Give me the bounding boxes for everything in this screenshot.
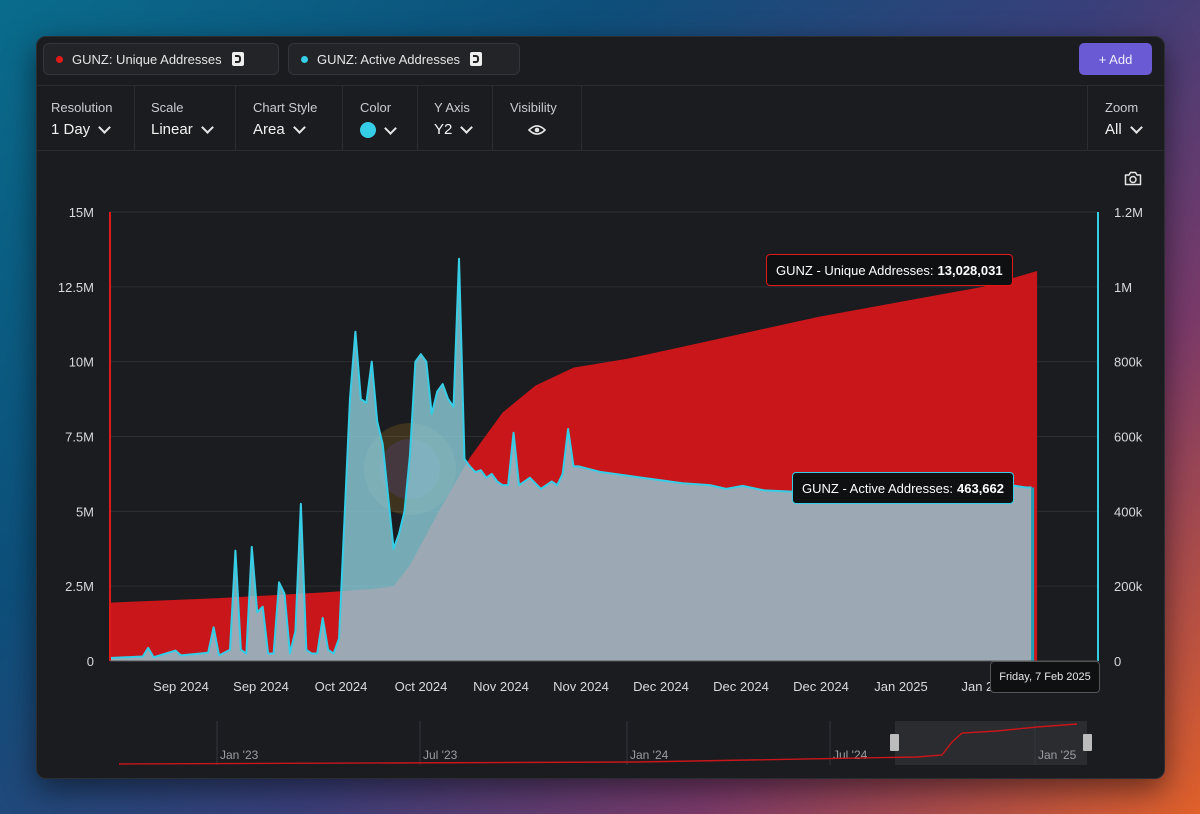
- resolution-value: 1 Day: [51, 121, 91, 138]
- chart-controls: Resolution 1 Day Scale Linear Chart Styl…: [37, 86, 1164, 151]
- navigator-label: Jan '24: [630, 748, 669, 762]
- y-left-tick-label: 5M: [76, 504, 94, 519]
- unique-addresses-tooltip: GUNZ - Unique Addresses: 13,028,031: [766, 254, 1013, 286]
- chevron-down-icon: [1129, 121, 1143, 134]
- navigator-label: Jul '23: [423, 748, 458, 762]
- camera-icon[interactable]: [1124, 171, 1142, 186]
- tooltip-label: GUNZ - Unique Addresses:: [776, 262, 934, 278]
- y-axis-value: Y2: [434, 121, 453, 138]
- y-left-tick-label: 15M: [69, 205, 94, 220]
- y-right-tick-label: 800k: [1114, 355, 1143, 370]
- document-icon: [470, 52, 483, 66]
- color-swatch: [360, 122, 376, 138]
- series-color-dot: [56, 55, 63, 63]
- x-tick-label: Jan 2025: [874, 679, 928, 694]
- series-chip-label: GUNZ: Active Addresses: [317, 51, 461, 67]
- chart-panel: GUNZ: Unique Addresses GUNZ: Active Addr…: [36, 36, 1165, 779]
- zoom-value: All: [1105, 121, 1122, 138]
- x-tick-label: Dec 2024: [793, 679, 849, 694]
- watermark: routescan.io: [364, 423, 813, 515]
- scale-label: Scale: [151, 100, 184, 115]
- y-left-tick-label: 12.5M: [58, 280, 94, 295]
- eye-icon: [528, 125, 546, 135]
- y-left-tick-label: 0: [87, 654, 94, 669]
- navigator-series-line: [118, 723, 1078, 765]
- tooltip-label: GUNZ - Active Addresses:: [802, 480, 953, 496]
- y-left-tick-label: 7.5M: [65, 430, 94, 445]
- active-addresses-tooltip: GUNZ - Active Addresses: 463,662: [792, 472, 1014, 504]
- x-tick-label: Nov 2024: [553, 679, 609, 694]
- chart-style-label: Chart Style: [253, 100, 318, 115]
- series-chip-active[interactable]: GUNZ: Active Addresses: [288, 43, 520, 75]
- series-color-dot: [301, 55, 308, 63]
- navigator-label: Jan '23: [220, 748, 259, 762]
- resolution-select[interactable]: Resolution 1 Day: [37, 86, 135, 150]
- y-right-tick-label: 1M: [1114, 280, 1132, 295]
- navigator-handle-left: [890, 734, 899, 751]
- x-tick-label: Nov 2024: [473, 679, 529, 694]
- chevron-down-icon: [98, 121, 112, 134]
- document-icon: [231, 52, 244, 66]
- y-left-tick-label: 10M: [69, 355, 94, 370]
- add-series-button[interactable]: + Add: [1079, 43, 1152, 75]
- crosshair-date-label: Friday, 7 Feb 2025: [990, 661, 1100, 693]
- series-bar: GUNZ: Unique Addresses GUNZ: Active Addr…: [37, 37, 1164, 86]
- x-tick-label: Sep 2024: [233, 679, 289, 694]
- y-right-tick-label: 600k: [1114, 430, 1143, 445]
- chart-style-value: Area: [253, 121, 285, 138]
- tooltip-value: 463,662: [957, 480, 1004, 496]
- resolution-label: Resolution: [51, 100, 113, 115]
- chart-style-select[interactable]: Chart Style Area: [236, 86, 343, 150]
- navigator-handle-right: [1083, 734, 1092, 751]
- navigator-label: Jul '24: [833, 748, 868, 762]
- x-tick-label: Oct 2024: [395, 679, 448, 694]
- chevron-down-icon: [292, 121, 306, 134]
- active-addresses-area: [110, 258, 1032, 661]
- color-select[interactable]: Color: [343, 86, 418, 150]
- x-tick-label: Dec 2024: [713, 679, 769, 694]
- scale-select[interactable]: Scale Linear: [135, 86, 236, 150]
- y-right-tick-label: 0: [1114, 654, 1121, 669]
- y-axis-select[interactable]: Y Axis Y2: [418, 86, 493, 150]
- visibility-toggle[interactable]: Visibility: [493, 86, 582, 150]
- navigator-selection: [895, 721, 1087, 765]
- watermark-text: routescan.io: [480, 438, 813, 501]
- chevron-down-icon: [384, 121, 397, 135]
- chevron-down-icon: [200, 121, 214, 134]
- series-chip-label: GUNZ: Unique Addresses: [72, 51, 222, 67]
- x-tick-label: Dec 2024: [633, 679, 689, 694]
- series-chip-unique[interactable]: GUNZ: Unique Addresses: [43, 43, 279, 75]
- y-left-tick-label: 2.5M: [65, 579, 94, 594]
- y-right-tick-label: 200k: [1114, 579, 1143, 594]
- y-axis-label: Y Axis: [434, 100, 470, 115]
- navigator-label: Jan '25: [1038, 748, 1077, 762]
- visibility-label: Visibility: [510, 100, 557, 115]
- zoom-label: Zoom: [1105, 100, 1139, 115]
- active-addresses-line: [109, 257, 1032, 660]
- unique-addresses-area: [110, 271, 1038, 661]
- tooltip-value: 13,028,031: [937, 262, 1003, 278]
- scale-value: Linear: [151, 121, 193, 138]
- x-tick-label: Oct 2024: [315, 679, 368, 694]
- zoom-select[interactable]: Zoom All: [1087, 86, 1164, 150]
- x-tick-label: Sep 2024: [153, 679, 209, 694]
- color-label: Color: [360, 100, 392, 115]
- y-right-tick-label: 400k: [1114, 504, 1143, 519]
- chevron-down-icon: [460, 121, 474, 134]
- y-right-tick-label: 1.2M: [1114, 205, 1143, 220]
